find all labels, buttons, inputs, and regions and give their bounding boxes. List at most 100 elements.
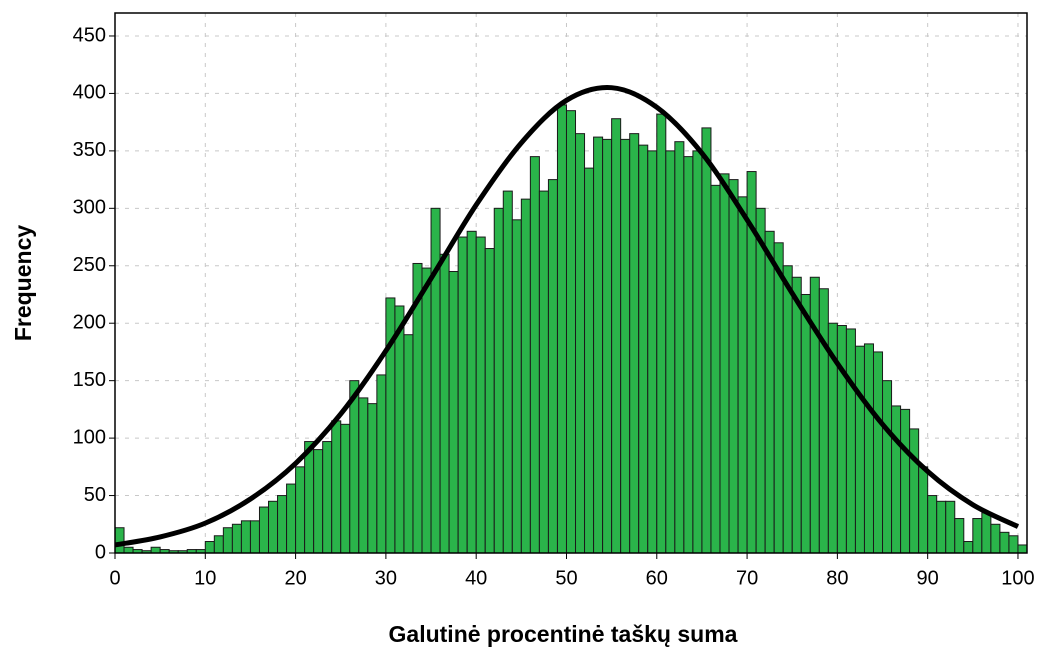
bar: [764, 230, 775, 554]
bar: [836, 325, 847, 554]
bar: [800, 293, 811, 554]
bar: [1017, 544, 1028, 554]
bar: [728, 179, 739, 554]
bar: [502, 190, 513, 554]
bar: [909, 428, 920, 554]
bar: [611, 118, 622, 554]
bar: [782, 265, 793, 554]
bar: [638, 144, 649, 554]
y-tick-label: 450: [73, 24, 106, 46]
bar: [313, 449, 324, 554]
y-tick-label: 300: [73, 197, 106, 219]
bar: [367, 403, 378, 554]
bar: [809, 276, 820, 554]
bar: [990, 523, 1001, 554]
bar: [854, 345, 865, 554]
bar: [593, 136, 604, 554]
bar: [249, 520, 260, 554]
bar: [972, 518, 983, 554]
x-tick-label: 10: [194, 567, 216, 589]
bar: [656, 113, 667, 554]
bar: [123, 546, 134, 554]
y-tick-label: 50: [84, 484, 106, 506]
bar: [999, 531, 1010, 554]
bar: [872, 351, 884, 554]
normal-curve: [114, 85, 1020, 548]
y-tick-label: 100: [73, 426, 106, 448]
bar: [511, 219, 522, 554]
bar: [818, 288, 829, 554]
bar: [665, 150, 676, 554]
bar: [520, 198, 531, 554]
bar: [620, 138, 631, 554]
bar: [421, 267, 432, 554]
bar: [475, 236, 486, 554]
bar: [701, 127, 712, 554]
bar: [277, 495, 288, 554]
bar: [918, 466, 929, 554]
x-tick-label: 50: [555, 567, 577, 589]
bar: [430, 207, 441, 554]
bar: [240, 520, 251, 554]
bar: [213, 535, 224, 554]
bar: [231, 523, 242, 554]
bar: [936, 500, 947, 554]
bar: [755, 207, 766, 554]
bar: [493, 207, 504, 554]
bar: [882, 380, 893, 554]
bar: [692, 150, 703, 554]
x-tick-label: 30: [375, 567, 397, 589]
x-tick-label: 60: [646, 567, 668, 589]
plot-frame: [114, 12, 1028, 554]
bar: [710, 184, 721, 554]
bar: [295, 466, 306, 554]
bar: [222, 527, 233, 554]
bar: [556, 104, 567, 554]
bar: [945, 500, 956, 554]
bar: [448, 271, 459, 554]
bar: [575, 133, 586, 554]
bar: [547, 179, 558, 554]
x-tick-label: 20: [284, 567, 306, 589]
y-tick-label: 0: [95, 541, 106, 563]
bar: [927, 495, 938, 554]
bar: [331, 420, 342, 554]
bar: [268, 500, 279, 554]
bar: [466, 230, 477, 554]
bar: [954, 518, 965, 554]
bar: [900, 408, 911, 554]
bar: [791, 276, 802, 554]
bar: [403, 334, 414, 554]
bar: [304, 441, 315, 554]
bar: [204, 541, 215, 554]
y-tick-label: 250: [73, 254, 106, 276]
bar: [114, 527, 125, 554]
bar: [258, 506, 270, 554]
bar: [349, 380, 360, 554]
y-tick-label: 400: [73, 82, 106, 104]
x-tick-label: 80: [826, 567, 848, 589]
bar: [484, 248, 495, 554]
bar: [963, 541, 974, 554]
x-tick-label: 100: [1001, 567, 1034, 589]
bar: [538, 190, 549, 554]
bar: [565, 110, 577, 554]
bar: [647, 150, 658, 554]
bar: [439, 253, 450, 554]
bar: [150, 546, 161, 554]
bar: [674, 141, 685, 554]
bar: [286, 483, 297, 554]
bar: [719, 173, 730, 554]
bar: [322, 441, 333, 554]
x-axis-title: Galutinė procentinė taškų suma: [389, 621, 738, 647]
bar: [683, 156, 694, 554]
bar: [845, 328, 856, 554]
x-tick-label: 0: [109, 567, 120, 589]
bar: [394, 305, 405, 554]
bar: [981, 512, 992, 554]
bar: [891, 405, 902, 554]
bar: [457, 236, 468, 554]
y-tick-label: 150: [73, 369, 106, 391]
y-tick-label: 200: [73, 311, 106, 333]
